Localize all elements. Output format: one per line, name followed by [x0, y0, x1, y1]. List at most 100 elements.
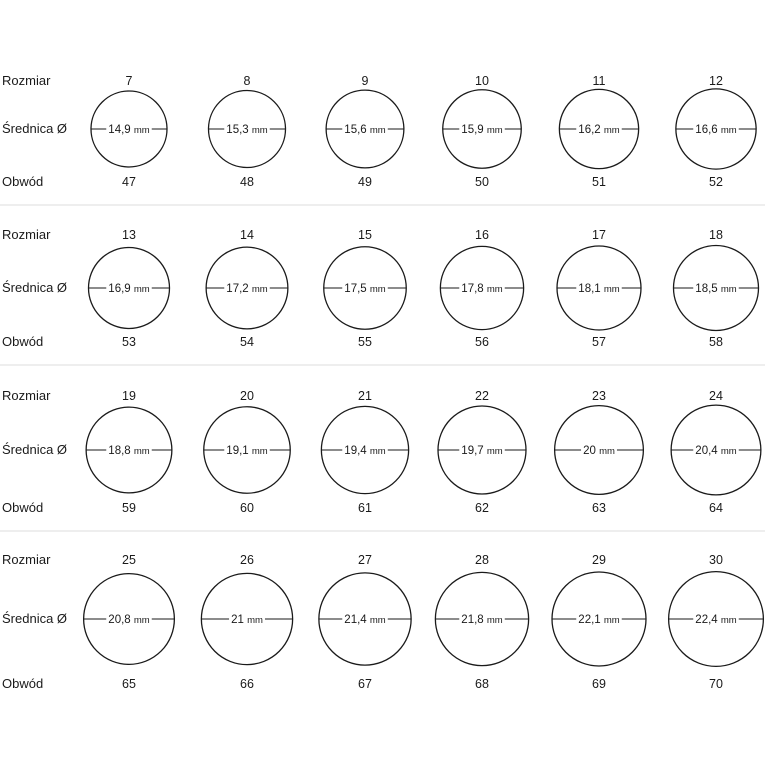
diameter-value: 22,1 mm — [578, 614, 619, 626]
circumference-row-label: Obwód — [2, 174, 43, 189]
size-value: 20 — [240, 389, 254, 403]
diameter-unit: mm — [247, 615, 263, 626]
ring-cell: 9 15,6 mm 49 — [325, 74, 405, 189]
circumference-value: 49 — [358, 175, 372, 189]
size-value: 15 — [358, 228, 372, 242]
size-value: 25 — [122, 553, 136, 567]
size-row-label: Rozmiar — [2, 388, 51, 403]
diameter-unit: mm — [487, 284, 503, 295]
row-dividers — [0, 204, 765, 532]
diameter-value: 19,4 mm — [344, 445, 385, 457]
ring-cell: 25 20,8 mm 65 — [82, 553, 176, 691]
size-row-label: Rozmiar — [2, 227, 51, 242]
diameter-value: 22,4 mm — [695, 614, 736, 626]
ring-cell: 7 14,9 mm 47 — [90, 74, 168, 189]
ring-cell: 11 16,2 mm 51 — [558, 74, 640, 189]
ring-cells: 7 14,9 mm 47 8 15,3 mm 48 9 15,6 mm 49 10 15,9 mm 5… — [82, 74, 765, 691]
ring-cell: 16 17,8 mm 56 — [439, 228, 525, 349]
diameter-unit: mm — [487, 615, 503, 626]
diameter-unit: mm — [487, 446, 503, 457]
ring-cell: 17 18,1 mm 57 — [556, 228, 642, 349]
size-value: 19 — [122, 389, 136, 403]
circumference-value: 60 — [240, 501, 254, 515]
ring-cell: 24 20,4 mm 64 — [670, 389, 762, 515]
circumference-value: 52 — [709, 175, 723, 189]
diameter-row-label: Średnica Ø — [2, 611, 67, 626]
ring-cell: 8 15,3 mm 48 — [207, 74, 287, 189]
circumference-value: 65 — [122, 677, 136, 691]
diameter-value: 20,8 mm — [108, 614, 149, 626]
size-value: 22 — [475, 389, 489, 403]
size-value: 21 — [358, 389, 372, 403]
diameter-row-label: Średnica Ø — [2, 121, 67, 136]
diameter-row-label: Średnica Ø — [2, 280, 67, 295]
diameter-value: 17,2 mm — [226, 283, 267, 295]
diameter-unit: mm — [370, 284, 386, 295]
diameter-unit: mm — [487, 125, 503, 136]
diameter-unit: mm — [721, 125, 737, 136]
diameter-value: 15,6 mm — [344, 124, 385, 136]
ring-cell: 19 18,8 mm 59 — [85, 389, 173, 515]
circumference-value: 64 — [709, 501, 723, 515]
diameter-unit: mm — [252, 446, 268, 457]
circumference-value: 54 — [240, 335, 254, 349]
diameter-value: 15,9 mm — [461, 124, 502, 136]
circumference-value: 56 — [475, 335, 489, 349]
ring-cell: 12 16,6 mm 52 — [675, 74, 757, 189]
diameter-unit: mm — [604, 284, 620, 295]
size-value: 17 — [592, 228, 606, 242]
circumference-row-label: Obwód — [2, 500, 43, 515]
circumference-value: 51 — [592, 175, 606, 189]
ring-cell: 28 21,8 mm 68 — [434, 553, 530, 691]
diameter-value: 21,4 mm — [344, 614, 385, 626]
size-value: 26 — [240, 553, 254, 567]
circumference-row-label: Obwód — [2, 334, 43, 349]
diameter-value: 16,9 mm — [108, 283, 149, 295]
ring-cell: 30 22,4 mm 70 — [667, 553, 765, 691]
size-value: 12 — [709, 74, 723, 88]
diameter-unit: mm — [604, 615, 620, 626]
diameter-row-label: Średnica Ø — [2, 442, 67, 457]
diameter-unit: mm — [604, 125, 620, 136]
circumference-value: 66 — [240, 677, 254, 691]
circumference-value: 67 — [358, 677, 372, 691]
circumference-value: 47 — [122, 175, 136, 189]
ring-cell: 20 19,1 mm 60 — [203, 389, 291, 515]
ring-cell: 27 21,4 mm 67 — [318, 553, 412, 691]
diameter-value: 19,1 mm — [226, 445, 267, 457]
size-row-label: Rozmiar — [2, 552, 51, 567]
diameter-value: 19,7 mm — [461, 445, 502, 457]
diameter-unit: mm — [721, 615, 737, 626]
circumference-row-label: Obwód — [2, 676, 43, 691]
size-value: 13 — [122, 228, 136, 242]
diameter-unit: mm — [134, 446, 150, 457]
ring-cell: 14 17,2 mm 54 — [205, 228, 289, 349]
diameter-unit: mm — [370, 125, 386, 136]
diameter-value: 18,8 mm — [108, 445, 149, 457]
size-value: 8 — [244, 74, 251, 88]
diameter-unit: mm — [134, 284, 150, 295]
size-value: 9 — [362, 74, 369, 88]
diameter-unit: mm — [134, 125, 150, 136]
size-value: 14 — [240, 228, 254, 242]
ring-cell: 26 21 mm 66 — [200, 553, 294, 691]
size-row-label: Rozmiar — [2, 73, 51, 88]
diameter-unit: mm — [370, 446, 386, 457]
circumference-value: 59 — [122, 501, 136, 515]
circumference-value: 57 — [592, 335, 606, 349]
size-value: 7 — [126, 74, 133, 88]
circumference-value: 55 — [358, 335, 372, 349]
diameter-value: 18,1 mm — [578, 283, 619, 295]
circumference-value: 50 — [475, 175, 489, 189]
size-value: 30 — [709, 553, 723, 567]
ring-cell: 13 16,9 mm 53 — [87, 228, 171, 349]
diameter-unit: mm — [370, 615, 386, 626]
diameter-value: 14,9 mm — [108, 124, 149, 136]
diameter-unit: mm — [599, 446, 615, 457]
diameter-value: 16,6 mm — [695, 124, 736, 136]
ring-cell: 29 22,1 mm 69 — [551, 553, 647, 691]
ring-cell: 23 20 mm 63 — [553, 389, 645, 515]
diameter-value: 16,2 mm — [578, 124, 619, 136]
size-value: 24 — [709, 389, 723, 403]
